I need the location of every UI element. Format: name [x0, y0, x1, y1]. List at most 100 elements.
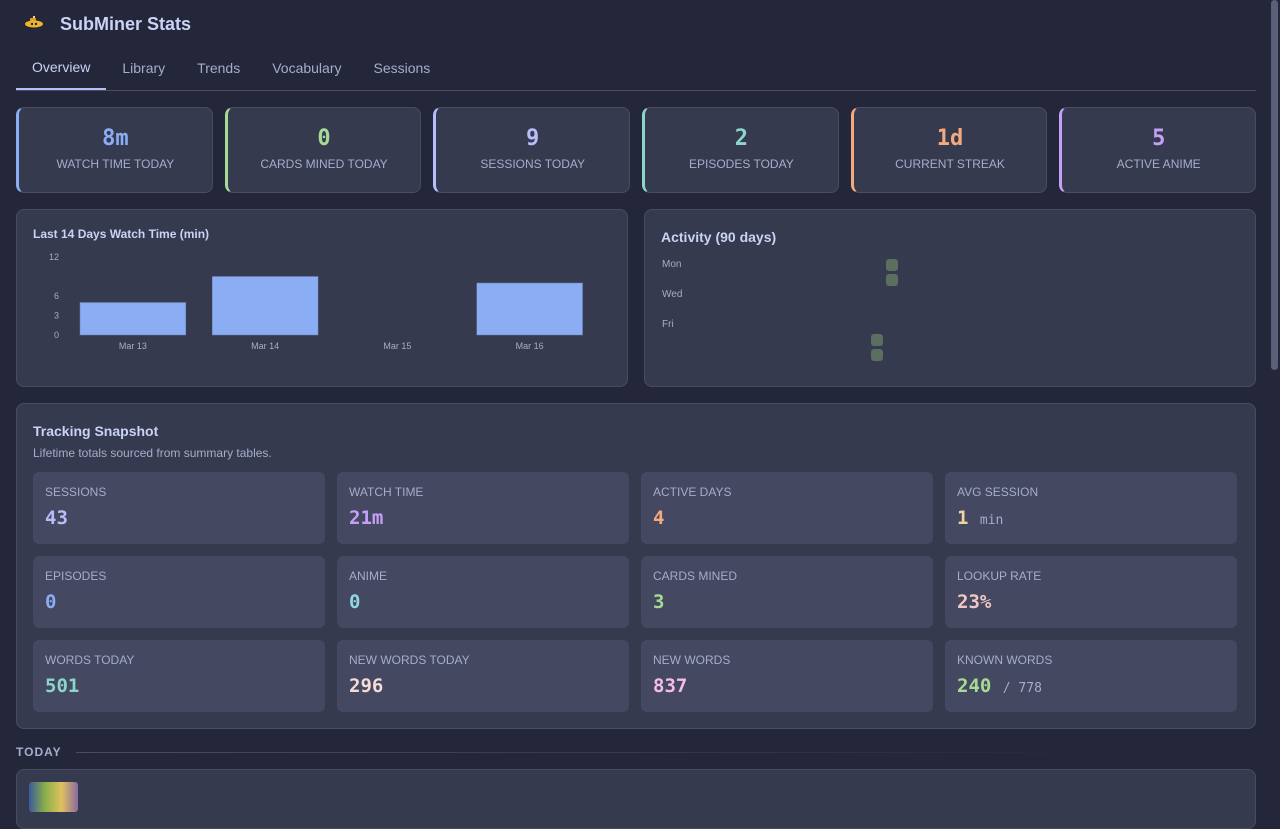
app-title: SubMiner Stats — [60, 14, 192, 34]
tile-label: ACTIVE DAYS — [653, 485, 732, 499]
tile-label: EPISODES — [45, 569, 107, 583]
snapshot-title: Tracking Snapshot — [33, 423, 159, 439]
kpi-label: SESSIONS TODAY — [480, 157, 586, 171]
tab-vocabulary[interactable]: Vocabulary — [272, 60, 342, 76]
divider — [75, 751, 1116, 753]
anime-cover-thumbnail — [29, 782, 78, 812]
x-tick-label: Mar 14 — [251, 341, 279, 351]
today-session-card[interactable] — [16, 769, 1256, 829]
tile-value: 23% — [957, 591, 992, 613]
scrollbar[interactable] — [1271, 0, 1278, 370]
app-header: SubMiner Stats — [24, 14, 191, 35]
kpi-row: 8m WATCH TIME TODAY 0 CARDS MINED TODAY 9 SES… — [16, 107, 1257, 193]
y-tick-label: 0 — [54, 330, 59, 340]
snapshot-grid: SESSIONS 43 WATCH TIME 21m ACTIVE DAYS 4 AVG S… — [33, 472, 1237, 712]
chart-title: Last 14 Days Watch Time (min) — [33, 227, 210, 241]
today-section-header: TODAY — [16, 745, 1116, 759]
bar[interactable] — [212, 276, 319, 336]
kpi-card: 2 EPISODES TODAY — [642, 107, 839, 193]
tile-value: 240 — [957, 675, 992, 697]
activity-heatmap-panel: Activity (90 days) Mon Wed Fri — [644, 209, 1256, 387]
kpi-value: 0 — [317, 126, 331, 151]
snapshot-subtitle: Lifetime totals sourced from summary tab… — [33, 446, 272, 460]
tab-overview[interactable]: Overview — [16, 50, 107, 90]
tile-value: 43 — [45, 507, 68, 529]
heatmap-title: Activity (90 days) — [661, 229, 777, 245]
snapshot-tile: ANIME 0 — [337, 556, 629, 628]
submarine-icon — [24, 15, 44, 35]
tab-library[interactable]: Library — [122, 60, 166, 76]
tab-sessions[interactable]: Sessions — [373, 60, 431, 76]
tile-label: AVG SESSION — [957, 485, 1039, 499]
tile-value: 0 — [349, 591, 361, 613]
tile-label: KNOWN WORDS — [957, 653, 1053, 667]
snapshot-tile: LOOKUP RATE 23% — [945, 556, 1237, 628]
kpi-card: 8m WATCH TIME TODAY — [16, 107, 213, 193]
kpi-label: EPISODES TODAY — [689, 157, 794, 171]
tile-label: WORDS TODAY — [45, 653, 135, 667]
tile-label: ANIME — [349, 569, 388, 583]
kpi-value: 5 — [1152, 126, 1166, 151]
tile-label: LOOKUP RATE — [957, 569, 1042, 583]
kpi-label: CURRENT STREAK — [895, 157, 1005, 171]
snapshot-tile: AVG SESSION 1 min — [945, 472, 1237, 544]
tab-bar: Overview Library Trends Vocabulary Sessi… — [16, 50, 1256, 91]
snapshot-tile: WATCH TIME 21m — [337, 472, 629, 544]
y-tick-label: 6 — [54, 291, 59, 301]
y-tick-label: 3 — [54, 311, 59, 321]
snapshot-tile: NEW WORDS 837 — [641, 640, 933, 712]
tile-value: 837 — [653, 675, 688, 697]
day-label: Wed — [662, 289, 682, 300]
kpi-value: 8m — [102, 126, 129, 151]
tile-label: WATCH TIME — [349, 485, 424, 499]
kpi-label: CARDS MINED TODAY — [260, 157, 388, 171]
kpi-value: 2 — [734, 126, 748, 151]
snapshot-tile: NEW WORDS TODAY 296 — [337, 640, 629, 712]
activity-heatmap: Mon Wed Fri — [662, 259, 898, 361]
tile-value: 3 — [653, 591, 665, 613]
activity-cell[interactable] — [886, 274, 898, 286]
tracking-snapshot-panel: Tracking Snapshot Lifetime totals source… — [16, 403, 1256, 729]
tile-unit: / 778 — [1002, 681, 1042, 696]
tile-label: CARDS MINED — [653, 569, 738, 583]
x-tick-label: Mar 13 — [119, 341, 147, 351]
watch-time-chart-panel: Last 14 Days Watch Time (min) 0 3 6 12 Mar 1… — [16, 209, 628, 387]
tile-value: 4 — [653, 507, 665, 529]
x-tick-label: Mar 16 — [516, 341, 544, 351]
snapshot-tile: KNOWN WORDS 240 / 778 — [945, 640, 1237, 712]
bar-chart: 0 3 6 12 Mar 13 Mar 14 Mar 15 Mar 16 — [49, 252, 583, 351]
snapshot-tile: ACTIVE DAYS 4 — [641, 472, 933, 544]
day-label: Mon — [662, 259, 681, 270]
tile-value: 0 — [45, 591, 57, 613]
x-tick-label: Mar 15 — [383, 341, 411, 351]
kpi-label: ACTIVE ANIME — [1116, 157, 1201, 171]
y-tick-label: 12 — [49, 252, 59, 262]
snapshot-tile: CARDS MINED 3 — [641, 556, 933, 628]
activity-cell[interactable] — [871, 349, 883, 361]
tile-label: SESSIONS — [45, 485, 107, 499]
tile-label: NEW WORDS — [653, 653, 731, 667]
tile-value: 21m — [349, 507, 384, 529]
tile-value: 296 — [349, 675, 384, 697]
activity-cell[interactable] — [871, 334, 883, 346]
snapshot-tile: WORDS TODAY 501 — [33, 640, 325, 712]
tab-trends[interactable]: Trends — [197, 60, 241, 76]
kpi-card: 0 CARDS MINED TODAY — [224, 107, 422, 193]
today-label: TODAY — [16, 745, 62, 759]
kpi-value: 1d — [936, 126, 964, 151]
tile-value: 1 — [957, 507, 969, 529]
bar[interactable] — [79, 302, 187, 336]
tile-label: NEW WORDS TODAY — [349, 653, 470, 667]
tile-value: 501 — [45, 675, 80, 697]
kpi-label: WATCH TIME TODAY — [56, 157, 175, 171]
kpi-card: 5 ACTIVE ANIME — [1059, 107, 1257, 193]
tile-unit: min — [979, 513, 1004, 528]
kpi-value: 9 — [526, 126, 540, 151]
kpi-card: 9 SESSIONS TODAY — [433, 107, 631, 193]
snapshot-tile: EPISODES 0 — [33, 556, 325, 628]
kpi-card: 1d CURRENT STREAK — [850, 107, 1048, 193]
bar[interactable] — [476, 282, 583, 336]
day-label: Fri — [662, 319, 674, 330]
activity-cell[interactable] — [886, 259, 898, 271]
snapshot-tile: SESSIONS 43 — [33, 472, 325, 544]
